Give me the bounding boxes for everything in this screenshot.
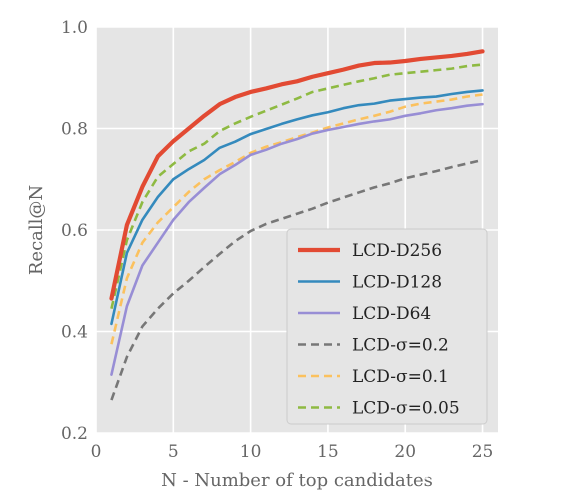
watermark: 知乎 @HelloWorld — [424, 464, 555, 482]
x-tick-label: 10 — [240, 442, 262, 462]
series-line-3 — [110, 158, 483, 401]
series-line-2 — [110, 102, 484, 376]
y-tick-label: 0.4 — [61, 323, 88, 343]
y-tick-label: 0.8 — [61, 120, 88, 140]
legend-label-1: LCD-D128 — [352, 273, 442, 293]
legend-label-4: LCD-σ=0.1 — [352, 367, 449, 387]
series-layer — [109, 49, 485, 401]
legend-label-5: LCD-σ=0.05 — [352, 399, 460, 419]
x-tick-label: 20 — [394, 442, 416, 462]
x-tick-label: 0 — [91, 442, 102, 462]
series-line-0 — [109, 49, 485, 301]
y-axis-label: Recall@N — [26, 185, 47, 275]
legend-label-2: LCD-D64 — [352, 304, 431, 324]
series-line-5 — [110, 63, 483, 309]
y-tick-labels: 0.2 0.4 0.6 0.8 1.0 — [61, 18, 88, 444]
legend: LCD-D256 LCD-D128 LCD-D64 LCD-σ=0.2 LCD-σ=0.… — [286, 228, 488, 425]
x-tick-label: 15 — [317, 442, 339, 462]
legend-label-0: LCD-D256 — [352, 241, 442, 261]
x-tick-labels: 0 5 10 15 20 25 — [91, 442, 494, 462]
y-tick-label: 1.0 — [61, 18, 88, 38]
legend-items: LCD-D256 LCD-D128 LCD-D64 LCD-σ=0.2 LCD-σ=0.… — [298, 241, 460, 419]
x-axis-label: N - Number of top candidates — [161, 470, 433, 491]
x-tick-label: 25 — [472, 442, 494, 462]
legend-label-3: LCD-σ=0.2 — [352, 336, 449, 356]
y-tick-label: 0.6 — [61, 221, 88, 241]
series-line-1 — [110, 89, 484, 326]
y-tick-label: 0.2 — [61, 424, 88, 444]
x-tick-label: 5 — [168, 442, 179, 462]
